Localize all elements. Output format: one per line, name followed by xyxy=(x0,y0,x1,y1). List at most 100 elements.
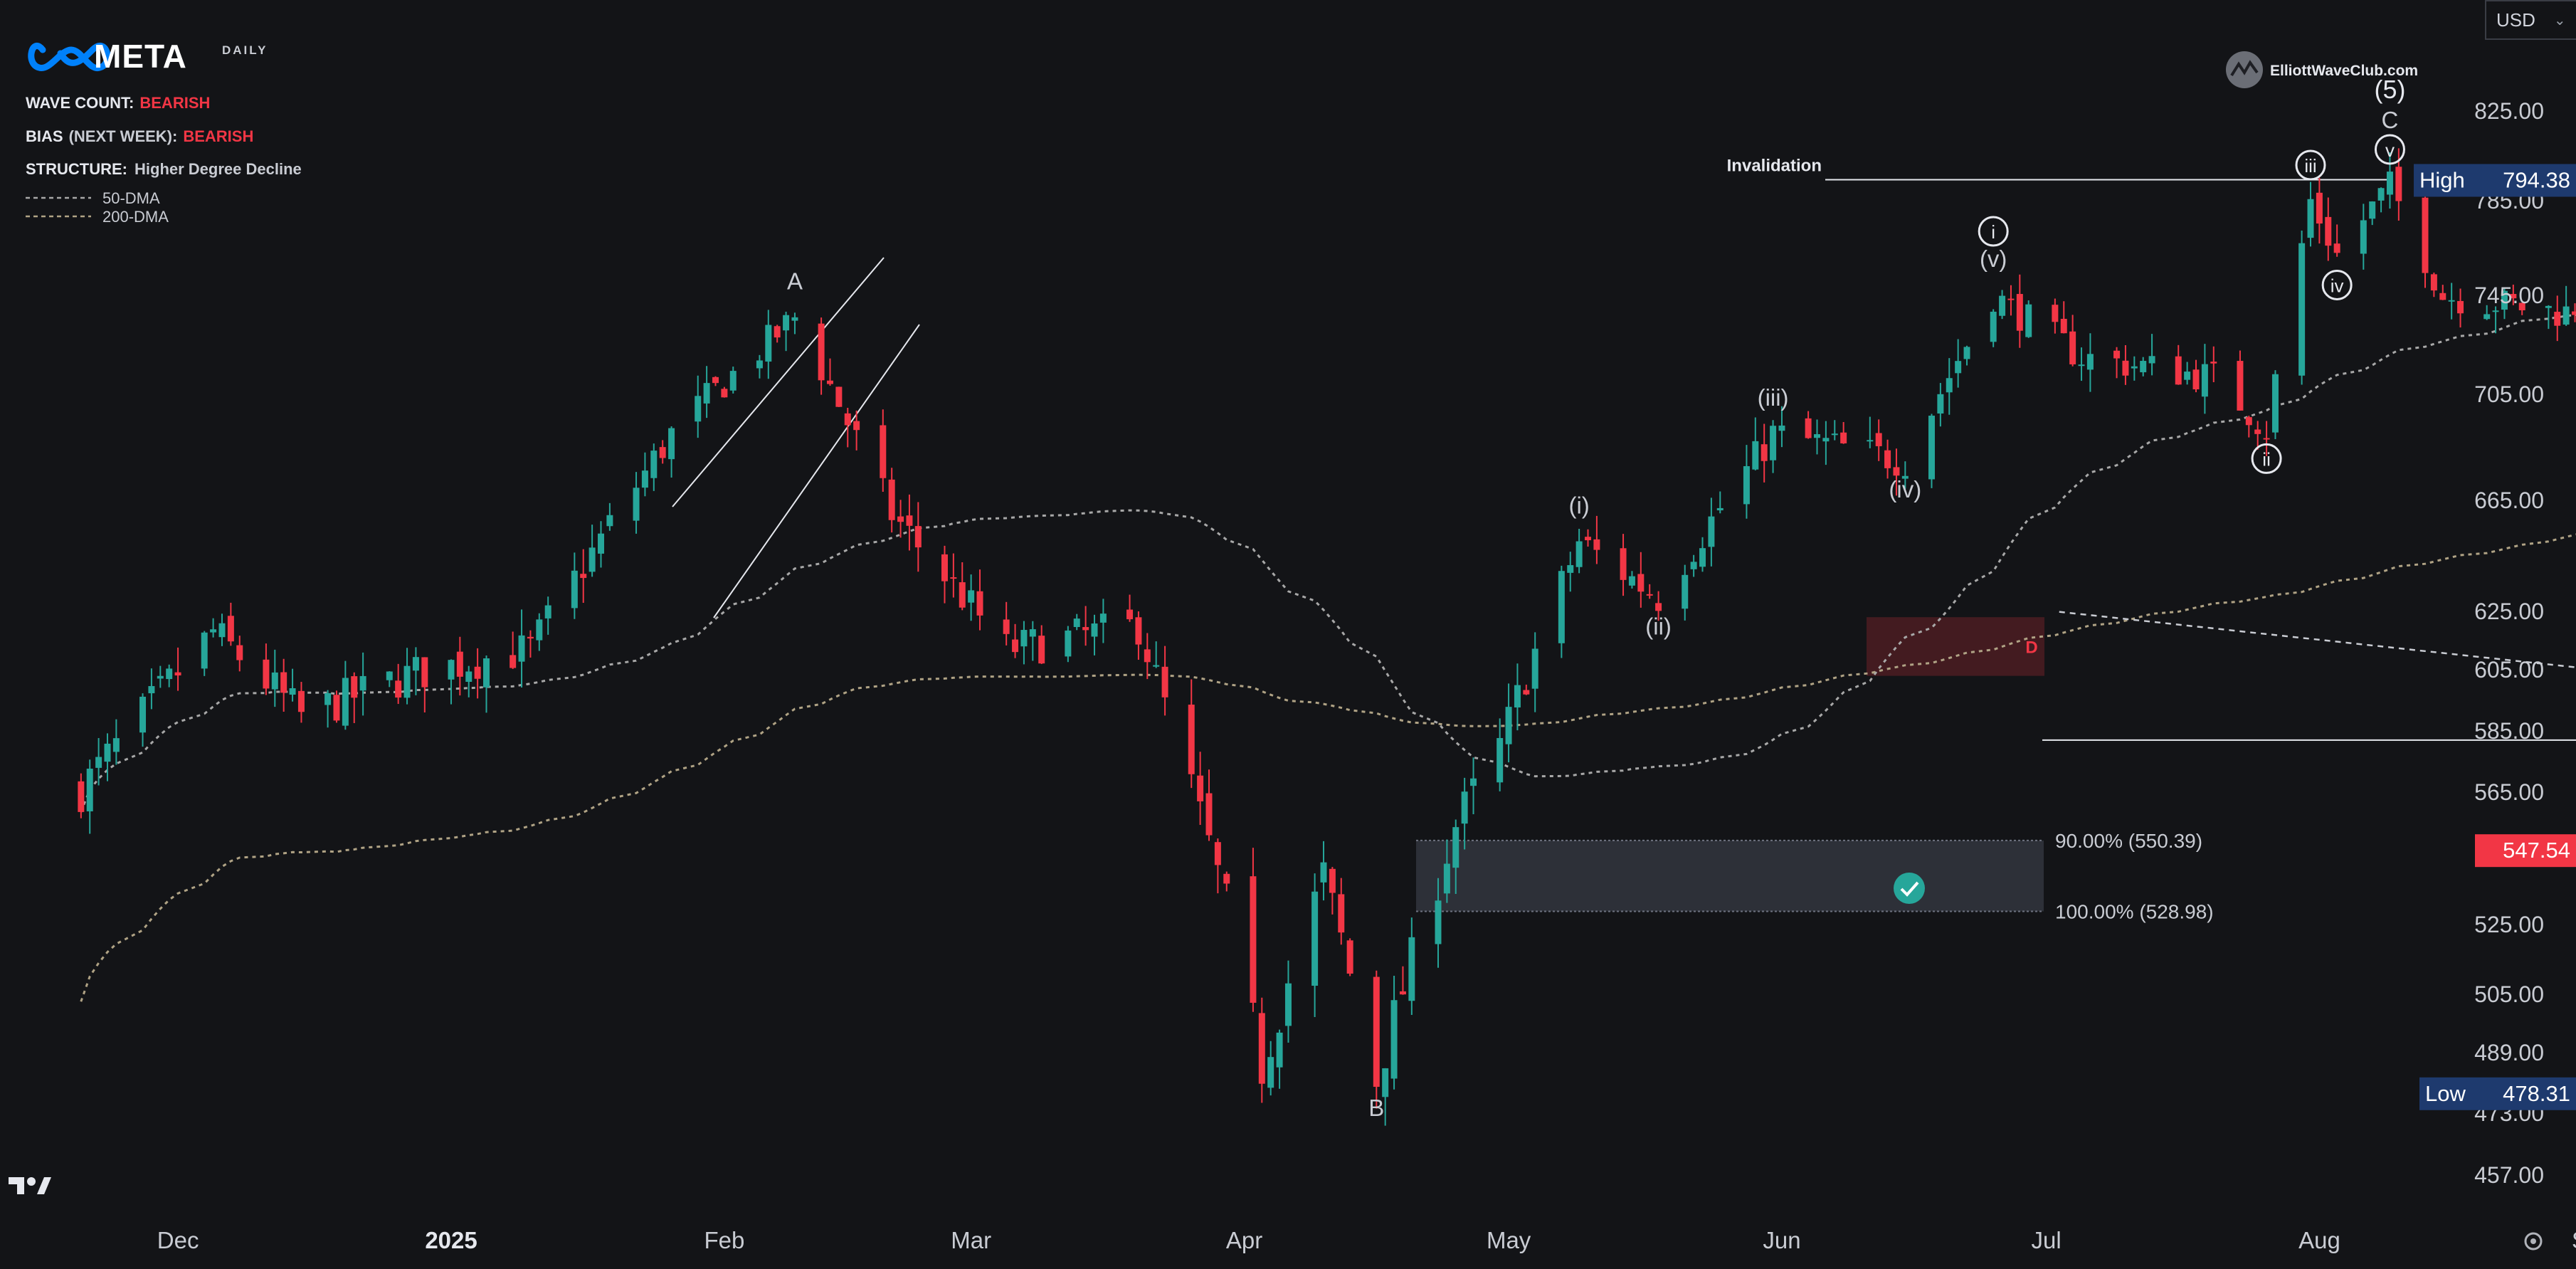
candle xyxy=(157,665,164,688)
candle xyxy=(1901,461,1909,489)
candle xyxy=(1382,1068,1389,1126)
time-axis-label: Jul xyxy=(2031,1227,2061,1253)
candle xyxy=(227,602,234,646)
candle xyxy=(1699,537,1706,572)
candle xyxy=(1065,626,1072,663)
current-price-badge: 547.54 xyxy=(2475,834,2576,868)
wave-count-key: WAVE COUNT: xyxy=(26,94,134,112)
currency-selector[interactable]: USD ⌄ xyxy=(2485,0,2576,40)
wave-label: B xyxy=(1368,1095,1384,1121)
candle xyxy=(421,657,428,712)
candle xyxy=(1153,641,1160,668)
candle xyxy=(853,410,860,451)
candle xyxy=(104,733,111,781)
candle xyxy=(448,659,455,705)
candle xyxy=(1188,679,1195,789)
candle xyxy=(2210,346,2217,383)
candle xyxy=(712,376,719,386)
candle xyxy=(835,386,843,407)
wave-label: C xyxy=(2382,107,2399,133)
candle xyxy=(1126,594,1134,622)
candle xyxy=(359,652,366,716)
candle xyxy=(1496,718,1504,791)
price-axis-label: 665.00 xyxy=(2474,488,2544,513)
watermark: ElliottWaveClub.com xyxy=(2226,51,2418,88)
candle xyxy=(580,549,587,603)
candle xyxy=(456,636,463,696)
candle xyxy=(1029,621,1036,661)
candle xyxy=(324,690,332,728)
candle xyxy=(536,613,543,651)
candle xyxy=(1585,529,1592,547)
structure-value: Higher Degree Decline xyxy=(134,160,302,178)
candle xyxy=(333,690,340,723)
candle xyxy=(729,367,737,394)
watermark-text: ElliottWaveClub.com xyxy=(2270,63,2418,79)
candle xyxy=(1038,625,1045,664)
time-axis-label: Dec xyxy=(157,1227,199,1253)
candle xyxy=(2113,347,2121,379)
candle xyxy=(1805,411,1812,439)
price-axis-label: 489.00 xyxy=(2474,1040,2544,1065)
candle xyxy=(2052,298,2059,334)
price-axis-label: 625.00 xyxy=(2474,599,2544,624)
candle xyxy=(1390,975,1398,1090)
candle xyxy=(1514,663,1521,731)
candle xyxy=(1250,848,1257,1012)
candle xyxy=(1452,819,1459,895)
candle xyxy=(2377,187,2385,213)
candle xyxy=(1558,565,1565,658)
candle xyxy=(351,672,358,723)
candle xyxy=(2430,272,2437,297)
candle xyxy=(2510,284,2517,305)
candle xyxy=(271,649,278,707)
candle xyxy=(1628,571,1635,589)
candle xyxy=(518,609,525,688)
svg-text:478.31: 478.31 xyxy=(2503,1081,2570,1106)
candle xyxy=(1435,878,1442,968)
candle xyxy=(1338,878,1345,945)
candle xyxy=(1946,358,1953,415)
candle xyxy=(1346,938,1353,976)
wave-label: (5) xyxy=(2374,75,2405,104)
moving-averages-layer xyxy=(80,313,2576,1002)
trendlines-layer: Invalidation xyxy=(672,156,2576,741)
candle xyxy=(2078,347,2085,381)
candle xyxy=(1875,419,1882,461)
candle xyxy=(1258,997,1265,1103)
candle xyxy=(2016,274,2023,348)
ma50-line xyxy=(80,313,2576,813)
candle xyxy=(1020,621,1028,665)
candle xyxy=(1567,552,1574,592)
time-axis-label: Mar xyxy=(951,1227,991,1253)
wave-label: (iii) xyxy=(1758,384,1789,411)
candle xyxy=(2439,285,2446,300)
candle xyxy=(86,759,93,834)
price-axis-label: 585.00 xyxy=(2474,718,2544,744)
candle xyxy=(2316,177,2323,244)
channel-upper xyxy=(672,257,885,507)
price-axis-label: 525.00 xyxy=(2474,912,2544,937)
candle xyxy=(1523,684,1530,695)
zone-d-label: D xyxy=(2025,638,2037,657)
candle xyxy=(1197,752,1204,826)
legend: WAVE COUNT: BEARISH BIAS (NEXT WEEK): BEARI… xyxy=(26,94,302,226)
wave-club-glyph xyxy=(2230,60,2259,77)
candle xyxy=(2501,287,2508,320)
wave-label: i xyxy=(1978,216,2009,247)
candle xyxy=(280,658,287,712)
candle xyxy=(818,317,825,395)
time-axis-label: 2025 xyxy=(425,1227,477,1253)
low-badge: Low 478.31 xyxy=(2419,1077,2576,1110)
candle xyxy=(1937,383,1944,427)
wave-label: iii xyxy=(2295,149,2326,181)
candle xyxy=(2298,230,2306,385)
candle xyxy=(1408,917,1415,1015)
candle xyxy=(1135,611,1142,660)
candle xyxy=(695,375,702,438)
candle xyxy=(1822,421,1830,465)
gear-icon[interactable] xyxy=(2524,1232,2543,1250)
candle xyxy=(1761,423,1768,483)
candle xyxy=(1329,867,1336,915)
